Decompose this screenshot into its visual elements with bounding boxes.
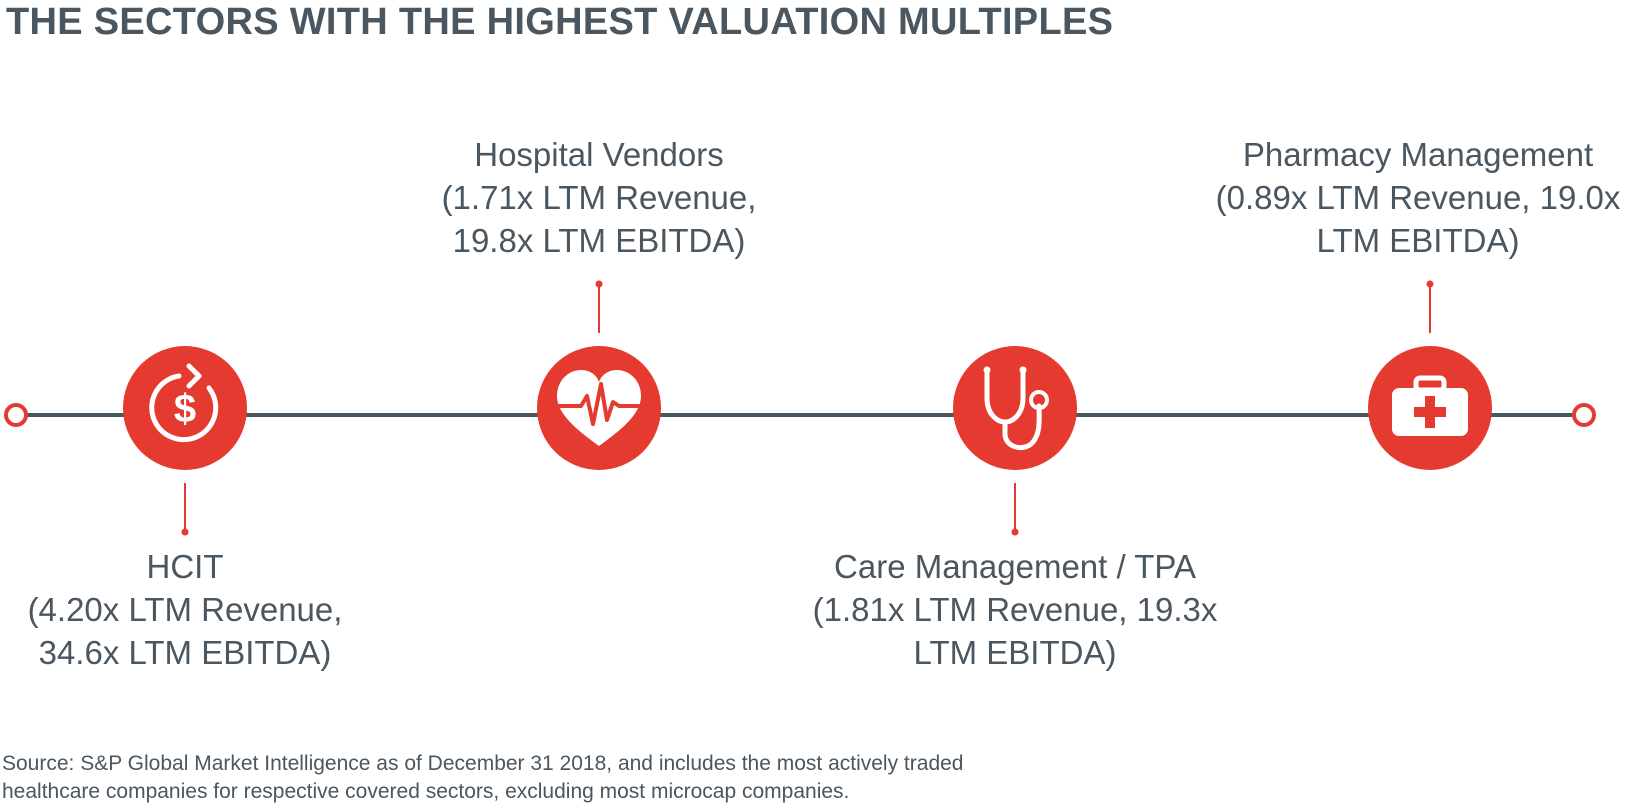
page-title: THE SECTORS WITH THE HIGHEST VALUATION M… bbox=[6, 1, 1114, 43]
sector-multiple-line1: (0.89x LTM Revenue, 19.0x bbox=[1215, 179, 1621, 216]
sector-multiple-line2: LTM EBITDA) bbox=[913, 634, 1117, 671]
sector-label-hcit: HCIT (4.20x LTM Revenue, 34.6x LTM EBITD… bbox=[15, 545, 355, 674]
sector-label-pharmacy-management: Pharmacy Management (0.89x LTM Revenue, … bbox=[1200, 133, 1636, 262]
sector-name: Pharmacy Management bbox=[1242, 136, 1594, 173]
sector-name: Care Management / TPA bbox=[834, 548, 1196, 585]
heart-pulse-icon bbox=[537, 346, 661, 470]
sector-multiple-line2: 34.6x LTM EBITDA) bbox=[38, 634, 332, 671]
connector-pharmacy-management bbox=[1426, 280, 1434, 333]
sector-label-care-management: Care Management / TPA (1.81x LTM Revenue… bbox=[785, 545, 1245, 674]
timeline-start-marker bbox=[4, 403, 28, 427]
sector-multiple-line1: (4.20x LTM Revenue, bbox=[27, 591, 343, 628]
connector-hospital-vendors bbox=[595, 280, 603, 333]
first-aid-kit-icon bbox=[1368, 346, 1492, 470]
svg-text:$: $ bbox=[174, 387, 196, 431]
source-line2: healthcare companies for respective cove… bbox=[2, 780, 850, 803]
sector-label-hospital-vendors: Hospital Vendors (1.71x LTM Revenue, 19.… bbox=[419, 133, 779, 262]
timeline-end-marker bbox=[1572, 403, 1596, 427]
source-note: Source: S&P Global Market Intelligence a… bbox=[2, 750, 963, 806]
sector-multiple-line1: (1.81x LTM Revenue, 19.3x bbox=[812, 591, 1218, 628]
connector-hcit bbox=[181, 483, 189, 536]
sector-multiple-line2: LTM EBITDA) bbox=[1316, 222, 1520, 259]
source-line1: Source: S&P Global Market Intelligence a… bbox=[2, 752, 964, 775]
stethoscope-icon bbox=[953, 346, 1077, 470]
connector-care-management bbox=[1011, 483, 1019, 536]
sector-multiple-line2: 19.8x LTM EBITDA) bbox=[452, 222, 746, 259]
sector-name: Hospital Vendors bbox=[474, 136, 724, 173]
sector-multiple-line1: (1.71x LTM Revenue, bbox=[441, 179, 757, 216]
sector-name: HCIT bbox=[146, 548, 224, 585]
dollar-refresh-icon: $ bbox=[123, 346, 247, 470]
